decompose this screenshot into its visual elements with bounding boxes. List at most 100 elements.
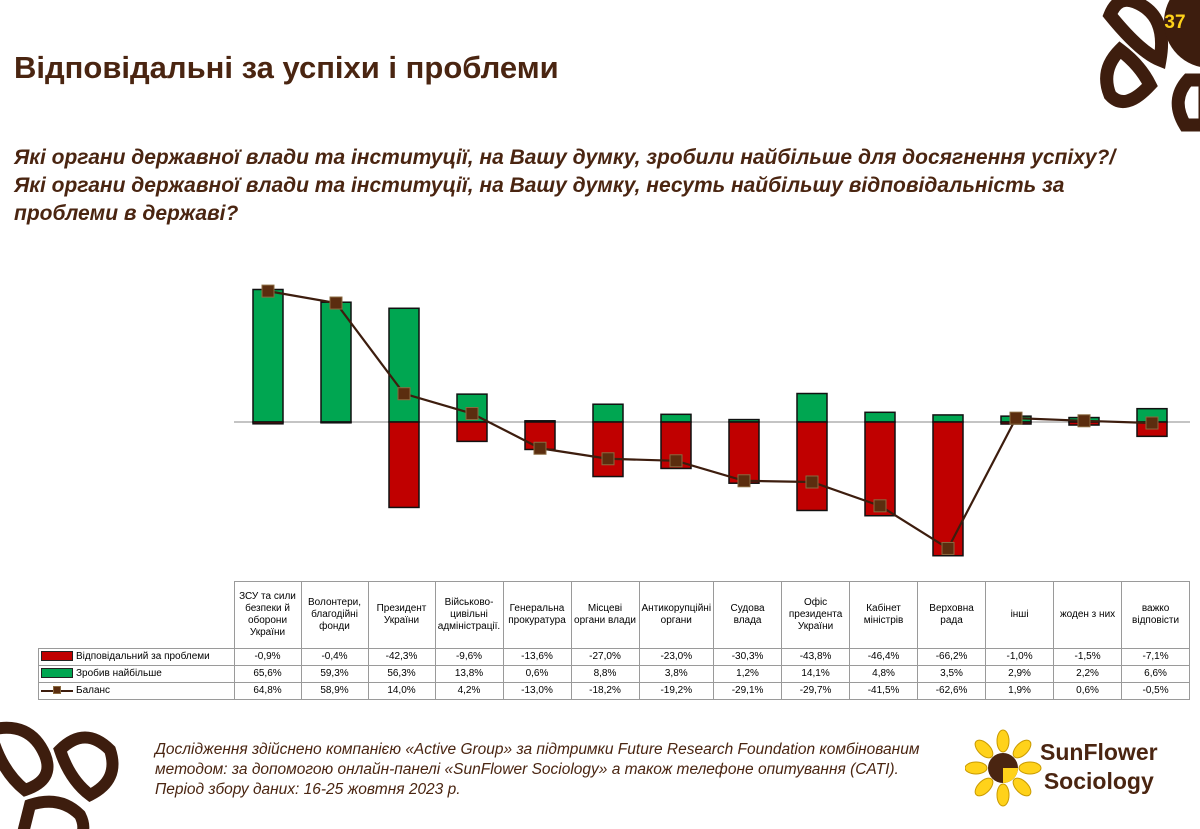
- category-label: ЗСУ та сили безпеки й оборони України: [233, 581, 302, 649]
- value-cell: -13,0%: [502, 682, 572, 700]
- value-cell: -66,2%: [917, 648, 987, 666]
- value-cell: -0,9%: [233, 648, 302, 666]
- bar-success: [388, 307, 420, 423]
- value-cell: -62,6%: [917, 682, 987, 700]
- series-name: Відповідальний за проблеми: [76, 651, 210, 662]
- category-label: Місцеві органи влади: [570, 581, 640, 649]
- series-name: Зробив найбільше: [76, 668, 162, 679]
- logo-line-2: Sociology: [1043, 768, 1154, 794]
- bar-success: [864, 411, 896, 423]
- bar-responsible: [592, 421, 624, 478]
- value-cell: 14,0%: [367, 682, 436, 700]
- category-label: Офіс президента України: [781, 581, 851, 649]
- balance-point: [1145, 416, 1159, 430]
- category-label: Волонтери, благодійні фонди: [300, 581, 369, 649]
- survey-question: Які органи державної влади та інституції…: [14, 146, 1116, 225]
- value-cell: 0,6%: [1053, 682, 1123, 700]
- bar-success: [660, 413, 692, 423]
- value-cell: -29,7%: [781, 682, 851, 700]
- balance-point: [397, 387, 411, 401]
- value-cell: -46,4%: [849, 648, 919, 666]
- value-cell: -27,0%: [570, 648, 640, 666]
- sunflower-decoration-top: [1100, 0, 1200, 132]
- value-cell: 0,6%: [502, 665, 572, 683]
- value-cell: -0,5%: [1121, 682, 1191, 700]
- sunflower-logo-icon: [965, 729, 1042, 807]
- balance-point: [261, 284, 275, 298]
- logo-text: SunFlower Sociology: [1040, 738, 1158, 796]
- value-cell: 64,8%: [233, 682, 302, 700]
- logo-line-1: SunFlower: [1040, 739, 1158, 765]
- value-cell: 14,1%: [781, 665, 851, 683]
- value-cell: -42,3%: [367, 648, 436, 666]
- balance-point: [669, 454, 683, 468]
- balance-point: [941, 541, 955, 555]
- value-cell: 3,8%: [638, 665, 715, 683]
- value-cell: 59,3%: [300, 665, 369, 683]
- value-cell: 1,2%: [713, 665, 783, 683]
- value-cell: 3,5%: [917, 665, 987, 683]
- category-label: Антикорупційні органи: [638, 581, 715, 649]
- value-cell: 6,6%: [1121, 665, 1191, 683]
- value-cell: -9,6%: [434, 648, 504, 666]
- row-success: Зробив найбільше 65,6% 59,3% 56,3% 13,8% 0,6…: [38, 665, 1191, 683]
- balance-point: [329, 296, 343, 310]
- balance-line-swatch: [41, 686, 73, 695]
- category-label: жоден з них: [1053, 581, 1123, 649]
- value-cell: -1,0%: [985, 648, 1055, 666]
- row-balance: Баланс 64,8% 58,9% 14,0% 4,2% -13,0% -18,2% -1…: [38, 682, 1191, 700]
- value-cell: -7,1%: [1121, 648, 1191, 666]
- bar-responsible: [796, 421, 828, 512]
- balance-chart: [234, 284, 1190, 557]
- value-cell: -23,0%: [638, 648, 715, 666]
- bar-responsible: [456, 421, 488, 443]
- value-cell: 58,9%: [300, 682, 369, 700]
- category-label: інші: [985, 581, 1055, 649]
- value-cell: -43,8%: [781, 648, 851, 666]
- value-cell: 1,9%: [985, 682, 1055, 700]
- category-label: Верховна рада: [917, 581, 987, 649]
- responsible-swatch: [41, 651, 73, 662]
- value-cell: -0,4%: [300, 648, 369, 666]
- bar-responsible: [388, 421, 420, 509]
- category-label: Президент України: [367, 581, 436, 649]
- series-name: Баланс: [76, 685, 111, 696]
- balance-point: [1009, 411, 1023, 425]
- balance-point: [805, 475, 819, 489]
- value-cell: -41,5%: [849, 682, 919, 700]
- value-cell: 2,9%: [985, 665, 1055, 683]
- category-label: Військово-цивільні адміністрації.: [434, 581, 504, 649]
- balance-point: [601, 452, 615, 466]
- value-cell: -30,3%: [713, 648, 783, 666]
- page-title: Відповідальні за успіхи і проблеми: [14, 50, 559, 85]
- balance-point: [1077, 414, 1091, 428]
- balance-point: [873, 499, 887, 513]
- page-number: 37: [1164, 12, 1186, 33]
- bar-success: [252, 288, 284, 423]
- value-cell: -19,2%: [638, 682, 715, 700]
- bar-success: [320, 301, 352, 423]
- category-label: Кабінет міністрів: [849, 581, 919, 649]
- value-cell: 4,8%: [849, 665, 919, 683]
- bar-success: [592, 403, 624, 423]
- value-cell: 2,2%: [1053, 665, 1123, 683]
- data-table: ЗСУ та сили безпеки й оборони України Вол…: [38, 581, 1191, 700]
- value-cell: 13,8%: [434, 665, 504, 683]
- balance-point: [533, 441, 547, 455]
- methodology-footnote: Дослідження здійснено компанією «Active …: [155, 741, 920, 798]
- value-cell: 8,8%: [570, 665, 640, 683]
- bar-responsible: [320, 421, 352, 424]
- row-responsible: Відповідальний за проблеми -0,9% -0,4% -42…: [38, 648, 1191, 666]
- value-cell: 56,3%: [367, 665, 436, 683]
- balance-line: [267, 290, 1153, 551]
- bar-success: [932, 414, 964, 423]
- balance-point: [737, 474, 751, 488]
- category-label: важко відповісти: [1121, 581, 1191, 649]
- value-cell: -29,1%: [713, 682, 783, 700]
- value-cell: -1,5%: [1053, 648, 1123, 666]
- value-cell: -18,2%: [570, 682, 640, 700]
- bar-success: [796, 392, 828, 423]
- success-swatch: [41, 668, 73, 679]
- bar-responsible: [932, 421, 964, 557]
- sunflower-decoration-bottom: [0, 721, 119, 829]
